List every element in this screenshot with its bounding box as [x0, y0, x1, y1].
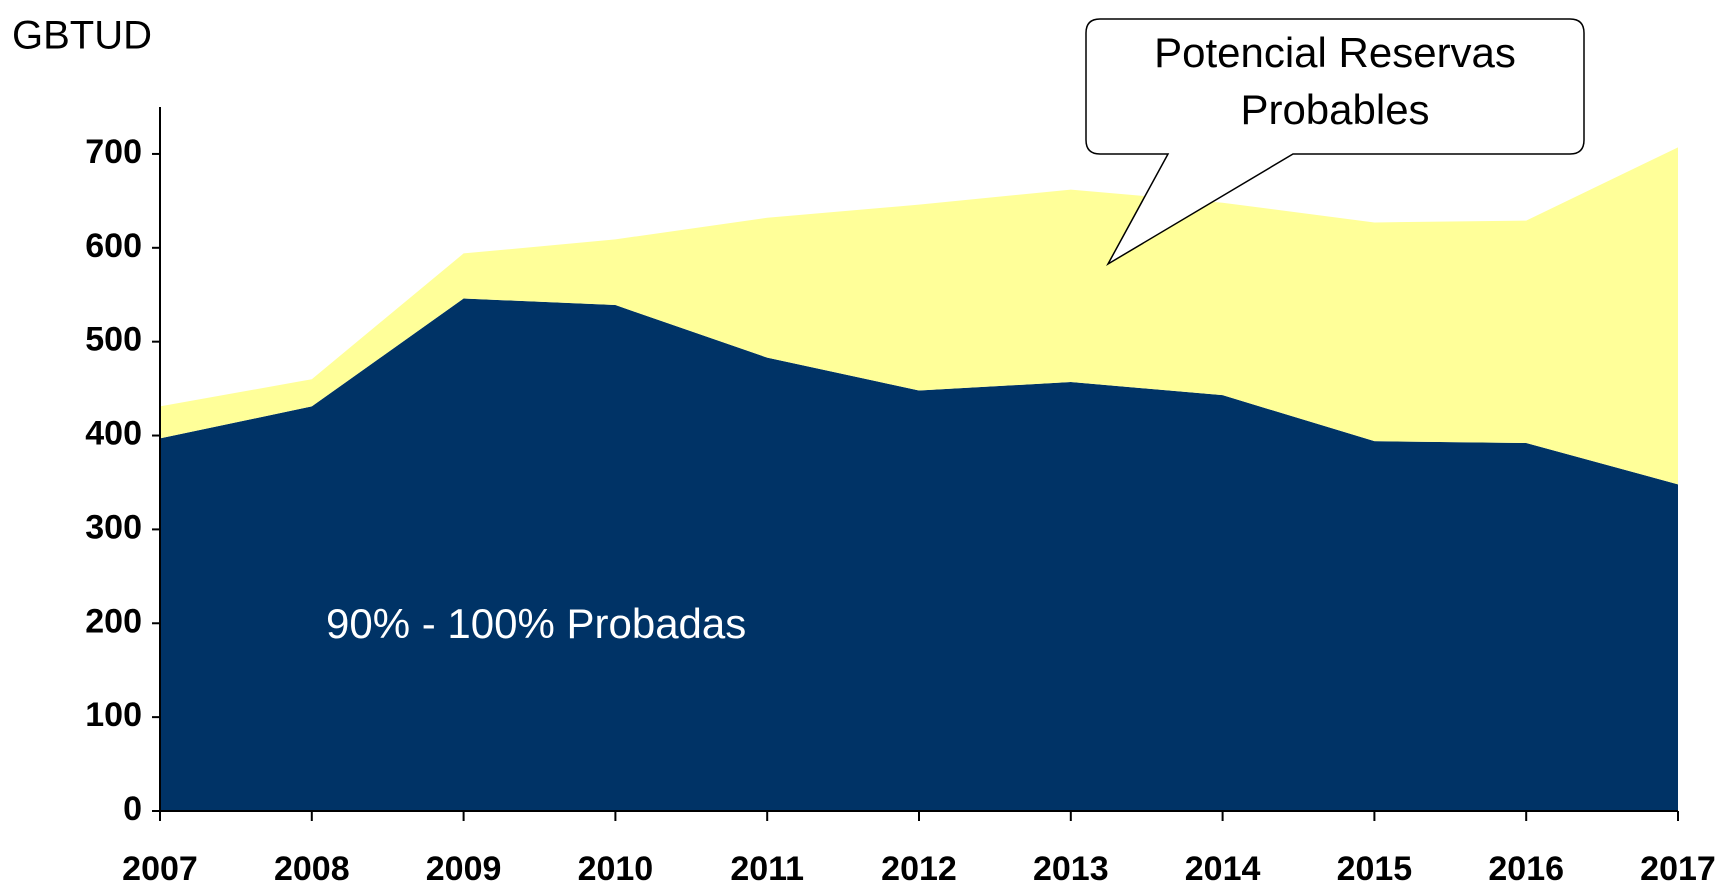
callout-box	[1085, 18, 1585, 267]
x-tick-label: 2012	[881, 850, 957, 887]
x-tick-label: 2009	[426, 850, 502, 887]
area	[160, 298, 1678, 811]
x-tick-label: 2011	[730, 850, 804, 887]
x-tick-label: 2010	[578, 850, 654, 887]
x-tick-label: 2007	[122, 850, 198, 887]
series-label: Potencial Reservas Probables	[1154, 29, 1516, 133]
y-tick-label: 700	[85, 133, 142, 171]
y-tick-label: 100	[85, 696, 142, 734]
y-tick-label: 600	[85, 227, 142, 265]
series-label: 90% - 100% Probadas	[326, 600, 746, 647]
x-tick-label: 2008	[274, 850, 350, 887]
x-tick-label: 2015	[1337, 850, 1413, 887]
x-tick-label: 2013	[1033, 850, 1109, 887]
y-axis-label: GBTUD	[12, 14, 152, 58]
area	[160, 147, 1678, 485]
y-tick-label: 200	[85, 602, 142, 640]
y-tick-label: 300	[85, 508, 142, 546]
x-tick-label: 2016	[1488, 850, 1564, 887]
y-tick-label: 500	[85, 321, 142, 359]
x-tick-label: 2017	[1640, 850, 1716, 887]
y-tick-label: 0	[123, 790, 142, 828]
y-tick-label: 400	[85, 415, 142, 453]
x-tick-label: 2014	[1185, 850, 1261, 887]
